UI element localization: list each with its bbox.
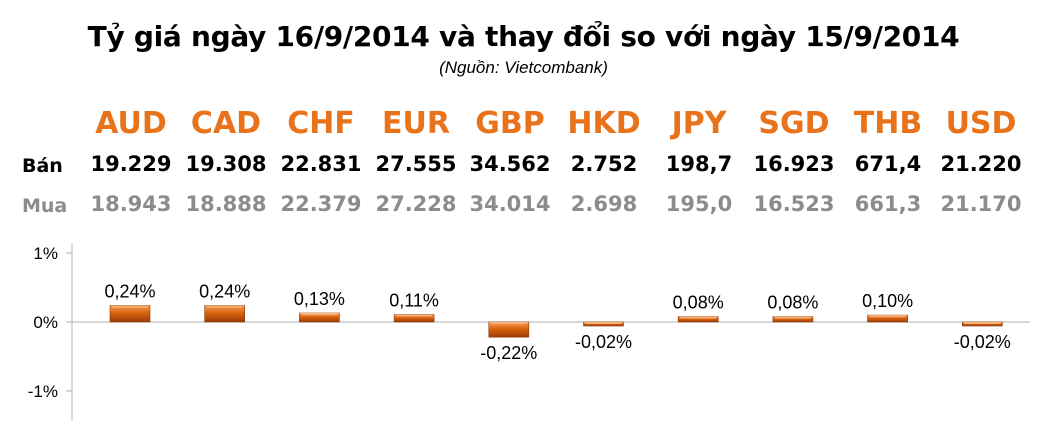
chart-title: Tỷ giá ngày 16/9/2014 và thay đổi so với… xyxy=(87,20,960,53)
change-bar-highlight xyxy=(110,305,150,308)
currency-code-usd: USD xyxy=(945,106,1017,141)
sell-rate-gbp: 34.562 xyxy=(469,152,551,176)
buy-rate-row: 18.943 18.888 22.379 27.228 34.014 2.698… xyxy=(0,192,1047,232)
buy-rate-eur: 27.228 xyxy=(375,192,457,216)
change-bar-highlight xyxy=(583,322,624,324)
currency-code-hkd: HKD xyxy=(567,106,641,141)
change-bar xyxy=(204,305,245,323)
y-tick-label: 1% xyxy=(33,244,58,263)
data-label: -0,02% xyxy=(954,332,1011,352)
data-label: 0,24% xyxy=(104,281,155,301)
buy-rate-jpy: 195,0 xyxy=(665,192,733,216)
buy-rate-hkd: 2.698 xyxy=(570,192,638,216)
change-bar-highlight xyxy=(204,305,245,308)
buy-row-label: Mua xyxy=(22,195,68,217)
change-bar xyxy=(109,305,151,323)
currency-code-sgd: SGD xyxy=(758,106,830,141)
y-tick-label: -1% xyxy=(28,382,58,401)
buy-rate-sgd: 16.523 xyxy=(753,192,835,216)
change-bar-highlight xyxy=(867,315,908,318)
sell-rate-jpy: 198,7 xyxy=(665,152,733,176)
buy-rate-usd: 21.170 xyxy=(940,192,1022,216)
sell-rate-sgd: 16.923 xyxy=(753,152,835,176)
currency-code-cad: CAD xyxy=(190,106,262,141)
change-bar-highlight xyxy=(772,316,813,319)
buy-rate-cad: 18.888 xyxy=(185,192,267,216)
data-label: 0,08% xyxy=(767,292,818,312)
currency-code-jpy: JPY xyxy=(671,106,727,141)
chart-source: (Nguồn: Vietcombank) xyxy=(439,58,608,77)
currency-code-gbp: GBP xyxy=(475,106,545,141)
buy-rate-thb: 661,3 xyxy=(854,192,922,216)
currency-code-eur: EUR xyxy=(382,106,450,141)
currency-code-aud: AUD xyxy=(95,106,167,141)
sell-rate-hkd: 2.752 xyxy=(570,152,638,176)
change-bar-highlight xyxy=(488,322,529,324)
y-tick-label: 0% xyxy=(33,313,58,332)
currency-code-chf: CHF xyxy=(287,106,355,141)
data-label: 0,08% xyxy=(673,292,724,312)
data-label: 0,11% xyxy=(389,290,439,310)
currency-header-row: AUD CAD CHF EUR GBP HKD JPY SGD THB USD xyxy=(0,106,1047,146)
sell-rate-row: 19.229 19.308 22.831 27.555 34.562 2.752… xyxy=(0,152,1047,192)
change-bar-highlight xyxy=(394,314,435,317)
buy-rate-chf: 22.379 xyxy=(280,192,362,216)
sell-rate-eur: 27.555 xyxy=(375,152,457,176)
sell-row-label: Bán xyxy=(22,155,63,177)
buy-rate-aud: 18.943 xyxy=(90,192,172,216)
data-label: 0,13% xyxy=(294,289,345,309)
sell-rate-chf: 22.831 xyxy=(280,152,362,176)
data-label: 0,24% xyxy=(199,281,250,301)
sell-rate-thb: 671,4 xyxy=(854,152,922,176)
buy-rate-gbp: 34.014 xyxy=(469,192,551,216)
data-label: -0,22% xyxy=(480,343,537,363)
data-label: 0,10% xyxy=(862,291,913,311)
change-bar-highlight xyxy=(678,316,719,319)
data-label: -0,02% xyxy=(575,332,632,352)
sell-rate-cad: 19.308 xyxy=(185,152,267,176)
sell-rate-aud: 19.229 xyxy=(90,152,172,176)
change-bar-highlight xyxy=(299,313,340,316)
change-bar-highlight xyxy=(962,322,1003,324)
sell-rate-usd: 21.220 xyxy=(940,152,1022,176)
change-bar xyxy=(488,321,530,338)
currency-code-thb: THB xyxy=(853,106,923,141)
